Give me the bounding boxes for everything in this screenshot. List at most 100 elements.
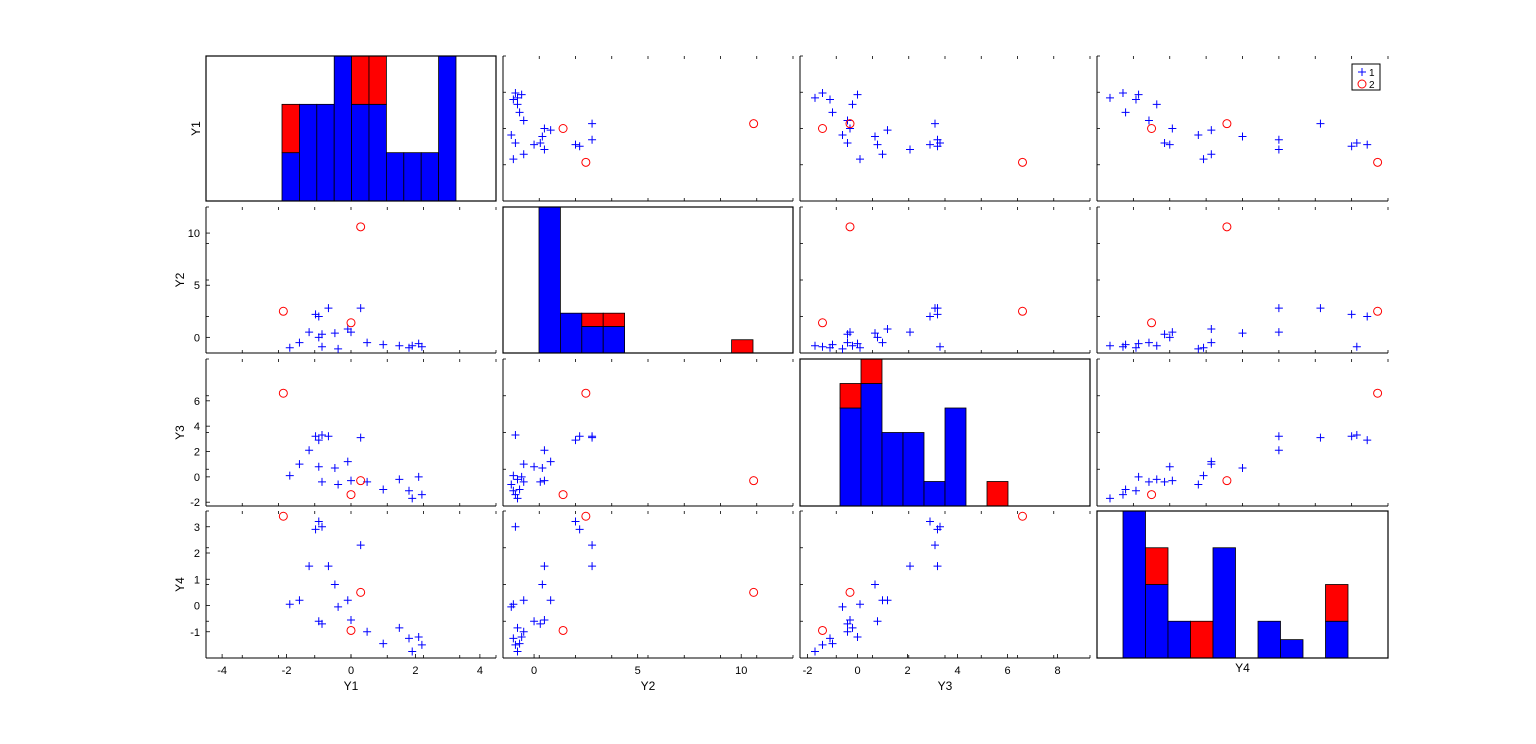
point-group1 xyxy=(853,90,862,99)
point-group1 xyxy=(305,562,314,571)
hist-bar-blue xyxy=(560,312,583,354)
hist-bar-blue xyxy=(298,103,318,202)
hist-bar-blue xyxy=(403,152,422,202)
point-group1 xyxy=(318,330,326,339)
point-group1 xyxy=(519,627,528,636)
hist-bar-blue xyxy=(1167,620,1191,659)
y-tick-label-Y3: 0 xyxy=(194,472,200,484)
point-group1 xyxy=(509,634,518,643)
point-group1 xyxy=(1160,477,1169,486)
panel-Y2-vs-Y2 xyxy=(502,206,794,354)
point-group1 xyxy=(513,93,522,102)
point-group1 xyxy=(515,485,524,494)
point-group1 xyxy=(1165,140,1174,149)
point-group1 xyxy=(285,600,294,609)
panel-Y2-vs-Y4 xyxy=(1096,206,1389,354)
point-group1 xyxy=(828,108,837,117)
point-group1 xyxy=(546,126,555,135)
point-group1 xyxy=(853,339,862,348)
x-tick-label-Y1: -4 xyxy=(217,665,227,677)
point-group2 xyxy=(1373,157,1383,167)
point-group1 xyxy=(1160,330,1169,339)
point-group1 xyxy=(856,600,864,609)
point-group1 xyxy=(295,460,304,469)
point-group1 xyxy=(347,615,355,624)
x-tick-label-Y1: 4 xyxy=(477,665,483,677)
point-group1 xyxy=(538,132,547,141)
panel-Y3-vs-Y4 xyxy=(1096,358,1389,507)
point-group1 xyxy=(838,344,847,353)
point-group1 xyxy=(848,623,857,632)
point-group1 xyxy=(871,132,879,141)
point-group1 xyxy=(843,619,852,628)
point-group1 xyxy=(517,633,526,641)
point-group1 xyxy=(1347,432,1356,441)
point-group2 xyxy=(1018,511,1027,521)
panel-frame xyxy=(205,55,497,202)
point-group1 xyxy=(295,596,304,605)
point-group1 xyxy=(873,617,882,626)
point-group1 xyxy=(1152,475,1161,484)
point-group1 xyxy=(507,130,516,139)
point-group1 xyxy=(408,647,417,656)
point-group1 xyxy=(417,640,426,649)
x-tick-label-Y3: 2 xyxy=(904,665,910,677)
point-group1 xyxy=(926,517,934,526)
y-axis-label-Y2: Y2 xyxy=(173,272,187,287)
hist-bar-blue xyxy=(839,407,862,507)
point-group1 xyxy=(906,145,914,154)
legend-label-1: 1 xyxy=(1369,68,1375,79)
point-group1 xyxy=(414,633,423,641)
point-group1 xyxy=(334,344,343,353)
point-group1 xyxy=(405,343,413,352)
hist-bar-blue xyxy=(368,103,387,202)
point-group1 xyxy=(546,596,555,605)
point-group1 xyxy=(538,580,547,589)
point-group1 xyxy=(295,338,304,347)
point-group1 xyxy=(405,634,413,643)
point-group2 xyxy=(356,222,366,232)
point-group2 xyxy=(278,388,288,398)
point-group1 xyxy=(395,623,404,632)
point-group2 xyxy=(558,625,568,635)
point-group1 xyxy=(1168,476,1177,485)
point-group1 xyxy=(511,522,520,531)
point-group1 xyxy=(536,477,545,486)
x-tick-label-Y3: 8 xyxy=(1054,665,1060,677)
hist-bar-blue xyxy=(333,55,353,202)
point-group1 xyxy=(540,446,549,455)
point-group2 xyxy=(558,490,568,500)
hist-bar-blue xyxy=(420,152,440,202)
point-group1 xyxy=(936,522,944,531)
panel-Y1-vs-Y1 xyxy=(205,55,497,202)
point-group1 xyxy=(538,463,547,472)
point-group1 xyxy=(1144,116,1153,125)
point-group1 xyxy=(588,562,597,571)
y-tick-label-Y4: 0 xyxy=(194,601,200,613)
point-group1 xyxy=(513,623,522,632)
point-group1 xyxy=(311,310,320,319)
point-group1 xyxy=(906,562,914,571)
hist-bar-blue xyxy=(860,383,883,507)
hist-bar-blue xyxy=(902,432,925,507)
y-axis-label-Y1: Y1 xyxy=(189,121,203,136)
point-group1 xyxy=(1121,485,1130,494)
point-group1 xyxy=(379,340,388,349)
x-tick-label-Y1: -2 xyxy=(282,665,292,677)
point-group1 xyxy=(343,457,352,466)
hist-bar-red xyxy=(581,312,604,327)
point-group1 xyxy=(1165,462,1174,471)
point-group1 xyxy=(873,333,882,342)
hist-bar-blue xyxy=(923,481,946,507)
point-group1 xyxy=(873,140,882,149)
hist-bar-blue xyxy=(438,55,457,202)
point-group1 xyxy=(379,639,388,648)
point-group1 xyxy=(1134,472,1143,481)
point-group2 xyxy=(1147,490,1157,500)
x-axis-label-Y4: Y4 xyxy=(1235,661,1250,675)
point-group1 xyxy=(1347,142,1356,151)
point-group1 xyxy=(846,124,854,133)
point-group1 xyxy=(513,475,522,484)
point-group1 xyxy=(926,140,934,149)
point-group1 xyxy=(356,541,365,550)
